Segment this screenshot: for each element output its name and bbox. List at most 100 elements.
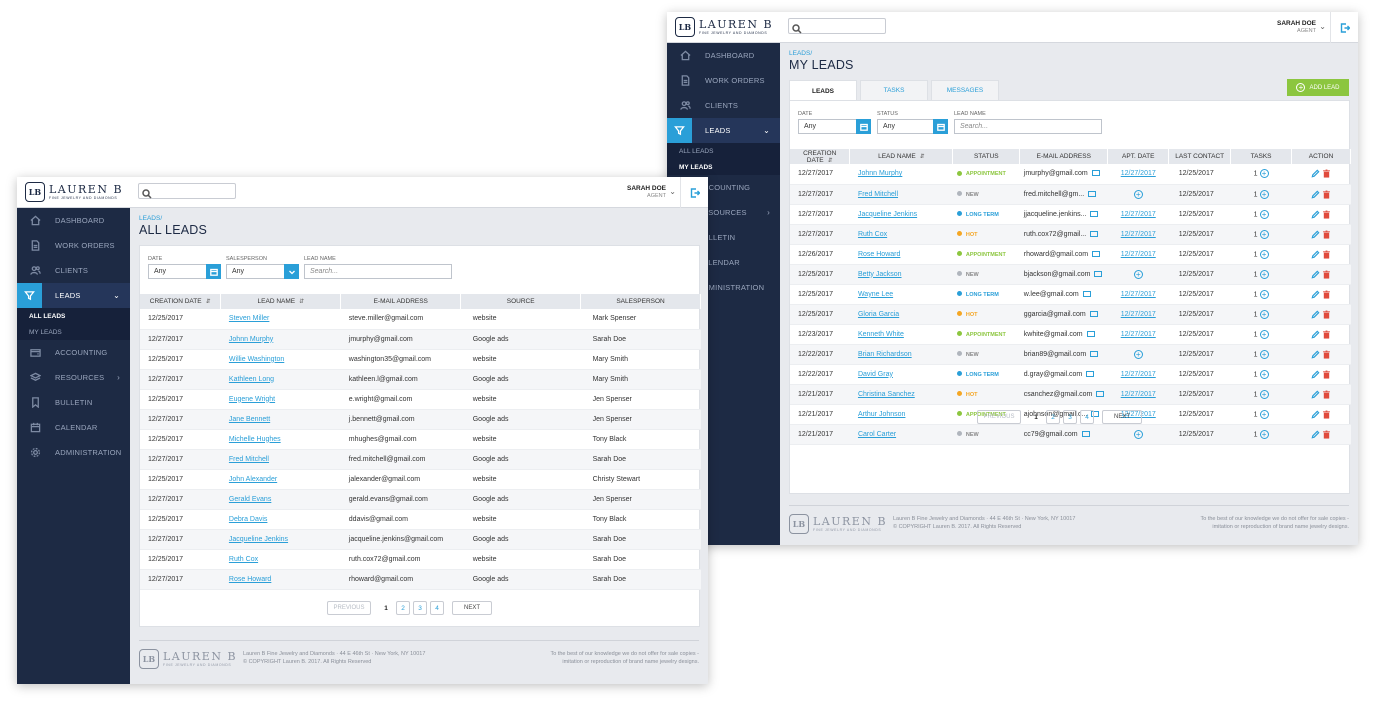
col-creation-date[interactable]: CREATION DATE ⇵ xyxy=(140,294,222,309)
apt-date-link[interactable]: 12/27/2017 xyxy=(1120,330,1156,338)
sidebar-item-leads[interactable]: LEADS ⌄ xyxy=(17,283,130,308)
edit-icon[interactable] xyxy=(1311,410,1320,418)
cell-lead-name[interactable]: Jane Bennett xyxy=(220,409,341,430)
add-appointment-icon[interactable]: + xyxy=(1133,269,1143,279)
trash-icon[interactable] xyxy=(1322,290,1331,299)
lead-name-search-input[interactable]: Search... xyxy=(954,119,1102,134)
sidebar-item-calendar[interactable]: ALENDAR xyxy=(667,250,780,275)
user-menu[interactable]: SARAH DOE AGENT xyxy=(1277,20,1316,34)
previous-button[interactable]: PREVIOUS xyxy=(977,410,1021,424)
logout-button[interactable] xyxy=(680,177,708,208)
add-task-icon[interactable]: + xyxy=(1259,309,1269,319)
table-row[interactable]: 12/25/2017 Betty Jackson NEW bjackson@gmail… xyxy=(790,264,1351,285)
table-row[interactable]: 12/25/2017 Debra Davis ddavis@gmail.com web… xyxy=(140,509,701,530)
add-task-icon[interactable]: + xyxy=(1259,349,1269,359)
sidebar-item-resources[interactable]: ESOURCES › xyxy=(667,200,780,225)
table-row[interactable]: 12/27/2017 Rose Howard rhoward@gmail.com Go… xyxy=(140,569,701,590)
cell-lead-name[interactable]: Carol Carter xyxy=(849,424,953,445)
chevron-down-icon[interactable]: ⌄ xyxy=(1319,22,1326,31)
mail-icon[interactable] xyxy=(1086,330,1095,337)
table-row[interactable]: 12/25/2017 Steven Miller steve.miller@gmai… xyxy=(140,309,701,330)
mail-icon[interactable] xyxy=(1089,310,1098,317)
mail-icon[interactable] xyxy=(1088,190,1097,197)
sidebar-item-bulletin[interactable]: ULLETIN xyxy=(667,225,780,250)
cell-lead-name[interactable]: Willie Washington xyxy=(220,349,341,370)
next-button[interactable]: NEXT xyxy=(1102,410,1142,424)
cell-lead-name[interactable]: Johnn Murphy xyxy=(849,164,953,185)
edit-icon[interactable] xyxy=(1311,270,1320,278)
cell-lead-name[interactable]: Fred Mitchell xyxy=(220,449,341,470)
cell-lead-name[interactable]: Jacqueline Jenkins xyxy=(849,204,953,225)
cell-lead-name[interactable]: Brian Richardson xyxy=(849,344,953,365)
sidebar-item-leads[interactable]: LEADS ⌄ xyxy=(667,118,780,143)
table-row[interactable]: 12/27/2017 Gerald Evans gerald.evans@gmail… xyxy=(140,489,701,510)
cell-lead-name[interactable]: Christina Sanchez xyxy=(849,384,953,405)
table-row[interactable]: 12/21/2017 Arthur Johnson APPOINTMENT ajohn… xyxy=(790,404,1351,425)
edit-icon[interactable] xyxy=(1311,169,1320,178)
sidebar-item-administration[interactable]: ADMINISTRATION xyxy=(17,440,130,465)
apt-date-link[interactable]: 12/27/2017 xyxy=(1120,170,1156,178)
tab-messages[interactable]: MESSAGES xyxy=(931,80,999,100)
mail-icon[interactable] xyxy=(1090,210,1099,217)
mail-icon[interactable] xyxy=(1092,250,1101,257)
page-3[interactable]: 3 xyxy=(1063,410,1077,424)
add-task-icon[interactable]: + xyxy=(1259,189,1269,199)
mail-icon[interactable] xyxy=(1082,290,1091,297)
page-4[interactable]: 4 xyxy=(1080,410,1094,424)
user-menu[interactable]: SARAH DOE AGENT xyxy=(627,185,666,199)
sidebar-item-clients[interactable]: CLIENTS xyxy=(667,93,780,118)
sidebar-subitem-all-leads[interactable]: ALL LEADS xyxy=(29,312,66,320)
date-select[interactable]: Any xyxy=(148,264,221,279)
table-row[interactable]: 12/22/2017 Brian Richardson NEW brian89@gma… xyxy=(790,344,1351,365)
cell-lead-name[interactable]: Steven Miller xyxy=(220,309,341,330)
sidebar-item-resources[interactable]: RESOURCES › xyxy=(17,365,130,390)
table-row[interactable]: 12/25/2017 Willie Washington washington35@… xyxy=(140,349,701,370)
mail-icon[interactable] xyxy=(1091,170,1100,177)
apt-date-link[interactable]: 12/27/2017 xyxy=(1120,390,1156,398)
logo[interactable]: LB LAUREN B FINE JEWELRY AND DIAMONDS xyxy=(17,177,130,208)
calendar-button[interactable] xyxy=(933,119,948,134)
table-row[interactable]: 12/25/2017 Eugene Wright e.wright@gmail.co… xyxy=(140,389,701,410)
sidebar-item-dashboard[interactable]: DASHBOARD xyxy=(667,43,780,68)
logout-button[interactable] xyxy=(1330,12,1358,43)
sidebar-item-clients[interactable]: CLIENTS xyxy=(17,258,130,283)
apt-date-link[interactable]: 12/27/2017 xyxy=(1120,250,1156,258)
cell-lead-name[interactable]: Gerald Evans xyxy=(220,489,341,510)
trash-icon[interactable] xyxy=(1322,330,1331,339)
table-row[interactable]: 12/27/2017 Jane Bennett j.bennett@gmail.co… xyxy=(140,409,701,430)
apt-date-link[interactable]: 12/27/2017 xyxy=(1120,210,1156,218)
search-input[interactable] xyxy=(138,183,236,199)
cell-lead-name[interactable]: Debra Davis xyxy=(220,509,341,530)
sidebar-item-administration[interactable]: DMINISTRATION xyxy=(667,275,780,300)
apt-date-link[interactable]: 12/27/2017 xyxy=(1120,230,1156,238)
edit-icon[interactable] xyxy=(1311,330,1320,338)
cell-lead-name[interactable]: Kenneth White xyxy=(849,324,953,345)
table-row[interactable]: 12/26/2017 Rose Howard APPOINTMENT rhoward@… xyxy=(790,244,1351,265)
page-4[interactable]: 4 xyxy=(430,601,444,615)
calendar-button[interactable] xyxy=(856,119,871,134)
trash-icon[interactable] xyxy=(1322,210,1331,219)
edit-icon[interactable] xyxy=(1311,350,1320,358)
apt-date-link[interactable]: 12/27/2017 xyxy=(1120,370,1156,378)
sidebar-item-accounting[interactable]: ACCOUNTING xyxy=(17,340,130,365)
add-task-icon[interactable]: + xyxy=(1259,429,1269,439)
page-2[interactable]: 2 xyxy=(1046,410,1060,424)
add-task-icon[interactable]: + xyxy=(1259,269,1269,279)
add-task-icon[interactable]: + xyxy=(1259,329,1269,339)
cell-lead-name[interactable]: Ruth Cox xyxy=(849,224,953,245)
table-row[interactable]: 12/25/2017 Gloria Garcia HOT ggarcia@gmail.… xyxy=(790,304,1351,325)
add-task-icon[interactable]: + xyxy=(1259,409,1269,419)
col-creation-date[interactable]: CREATION DATE ⇵ xyxy=(790,149,851,164)
cell-lead-name[interactable]: Arthur Johnson xyxy=(849,404,953,425)
tab-tasks[interactable]: TASKS xyxy=(860,80,928,100)
table-row[interactable]: 12/23/2017 Kenneth White APPOINTMENT kwhite… xyxy=(790,324,1351,345)
table-row[interactable]: 12/25/2017 Wayne Lee LONG TERM w.lee@gmail.… xyxy=(790,284,1351,305)
add-appointment-icon[interactable]: + xyxy=(1133,349,1143,359)
edit-icon[interactable] xyxy=(1311,430,1320,438)
lead-name-search-input[interactable]: Search... xyxy=(304,264,452,279)
mail-icon[interactable] xyxy=(1090,230,1099,237)
mail-icon[interactable] xyxy=(1094,270,1103,277)
trash-icon[interactable] xyxy=(1322,390,1331,399)
add-task-icon[interactable]: + xyxy=(1259,209,1269,219)
chevron-down-icon[interactable]: ⌄ xyxy=(669,187,676,196)
